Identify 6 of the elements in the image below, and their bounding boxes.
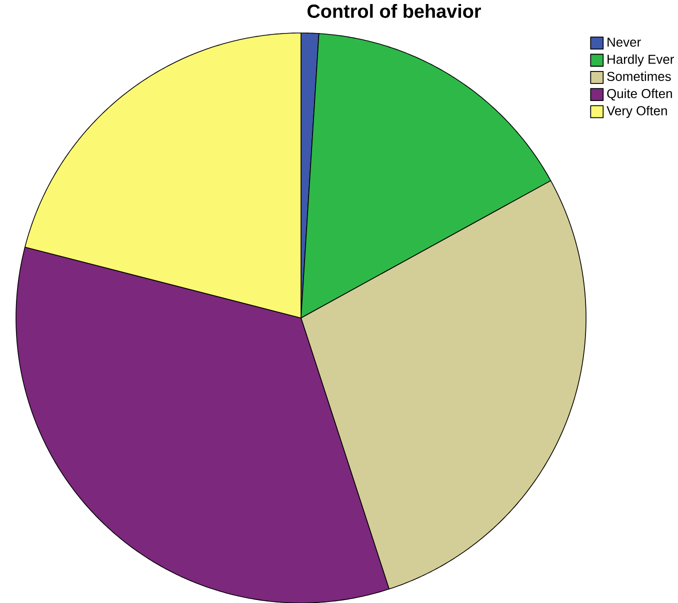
legend-label: Never	[608, 38, 641, 47]
legend-label: Hardly Ever	[608, 54, 674, 66]
legend-label: Quite Often	[607, 88, 672, 101]
legend-label: Sometimes	[607, 72, 671, 82]
legend-label: Very Often	[606, 106, 667, 118]
chart-title: Control of behavior	[308, 4, 482, 18]
